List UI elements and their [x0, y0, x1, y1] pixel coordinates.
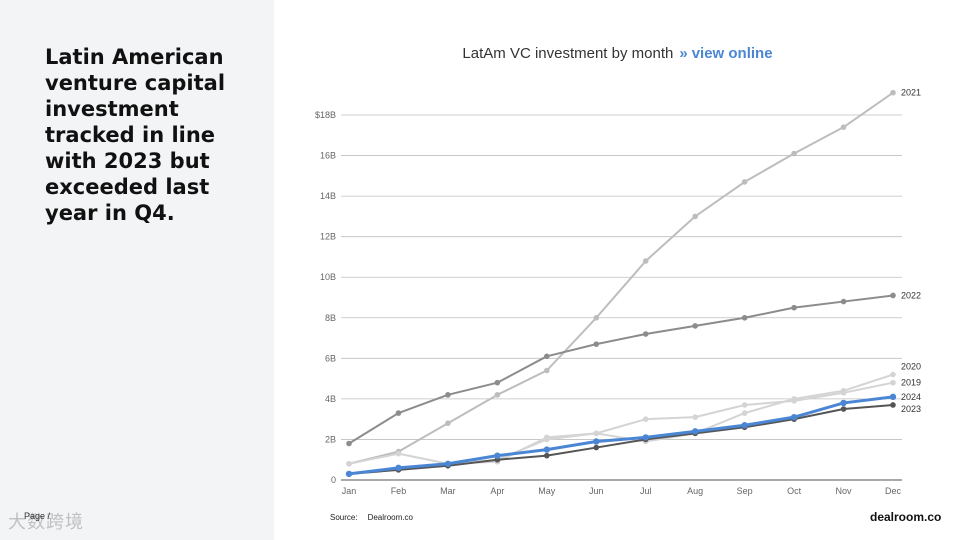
data-point-2024	[642, 434, 649, 441]
source-value: Dealroom.co	[367, 513, 413, 522]
data-point-2023	[890, 402, 896, 408]
data-point-2021	[890, 89, 896, 96]
x-tick-label: Oct	[787, 486, 802, 496]
data-point-2024	[691, 428, 699, 435]
source-note: Source: Dealroom.co	[330, 513, 413, 522]
data-point-2023	[840, 406, 847, 412]
data-point-2022	[741, 314, 748, 321]
series-label-2023: 2023	[901, 404, 921, 414]
data-point-2023	[593, 444, 600, 451]
data-point-2019	[593, 430, 600, 437]
data-point-2019	[741, 402, 748, 408]
y-tick-label: 8B	[325, 313, 336, 323]
data-point-2021	[544, 367, 550, 374]
view-online-link[interactable]: view online	[691, 45, 773, 62]
data-point-2019	[395, 450, 402, 457]
x-tick-label: May	[538, 486, 556, 496]
series-label-2021: 2021	[901, 88, 921, 98]
data-point-2022	[494, 379, 501, 386]
series-label-2024: 2024	[901, 392, 921, 402]
x-tick-label: Dec	[885, 486, 902, 496]
y-tick-label: 2B	[325, 434, 336, 444]
series-label-2019: 2019	[901, 378, 921, 388]
series-line-2019	[348, 381, 894, 465]
data-point-2020	[890, 371, 896, 378]
data-point-2022	[395, 410, 402, 416]
series-line-2021	[348, 91, 894, 465]
data-point-2019	[642, 416, 649, 422]
x-tick-label: Feb	[391, 486, 407, 496]
series-label-2022: 2022	[901, 290, 921, 300]
x-tick-label: Mar	[440, 486, 456, 496]
data-point-2021	[642, 258, 649, 264]
data-point-2024	[543, 446, 551, 453]
series-label-2020: 2020	[901, 362, 921, 372]
x-tick-label: Jul	[640, 486, 652, 496]
data-point-2024	[395, 464, 402, 472]
watermark: 大数跨境	[8, 512, 84, 533]
data-point-2022	[544, 353, 550, 360]
series-line-2020	[348, 373, 894, 475]
data-point-2024	[593, 438, 600, 445]
data-point-2022	[642, 331, 649, 337]
y-tick-label: 4B	[325, 394, 336, 404]
data-point-2024	[741, 422, 748, 429]
data-point-2024	[790, 413, 798, 421]
y-tick-label: 16B	[320, 151, 336, 161]
x-tick-label: Jun	[589, 486, 604, 496]
data-point-2024	[444, 460, 452, 467]
source-label: Source:	[330, 513, 358, 522]
data-point-2022	[791, 304, 797, 311]
data-point-2023	[544, 452, 550, 459]
x-tick-label: Apr	[490, 486, 504, 496]
data-point-2024	[840, 399, 847, 407]
data-point-2021	[692, 213, 698, 220]
y-tick-label: 10B	[320, 272, 336, 282]
data-point-2021	[494, 392, 501, 398]
data-point-2019	[840, 390, 847, 396]
data-point-2022	[346, 440, 352, 447]
data-point-2019	[346, 460, 352, 467]
data-point-2021	[593, 314, 600, 321]
data-point-2024	[494, 452, 501, 459]
x-tick-label: Aug	[687, 486, 703, 496]
data-point-2019	[544, 436, 550, 443]
headline: Latin American venture capital investmen…	[45, 45, 226, 225]
series-line-2024	[348, 395, 894, 476]
data-point-2021	[445, 420, 451, 427]
left-panel	[0, 0, 274, 540]
data-point-2022	[692, 323, 698, 329]
x-tick-label: Nov	[836, 486, 853, 496]
data-point-2021	[840, 124, 847, 130]
data-point-2022	[890, 292, 896, 299]
data-point-2019	[692, 414, 698, 420]
data-point-2019	[890, 379, 896, 386]
x-tick-label: Sep	[737, 486, 753, 496]
arrow-icon: »	[679, 45, 688, 62]
data-point-2020	[741, 410, 748, 416]
data-point-2021	[741, 179, 748, 185]
data-point-2021	[791, 150, 797, 157]
data-point-2024	[345, 470, 353, 478]
y-tick-label: $18B	[315, 110, 336, 120]
data-point-2022	[593, 341, 600, 347]
brand-logo: dealroom.co	[870, 510, 942, 524]
y-tick-label: 6B	[325, 353, 336, 363]
chart-title-text: LatAm VC investment by month	[462, 45, 674, 62]
y-tick-label: 14B	[320, 191, 336, 201]
data-point-2024	[889, 393, 897, 401]
chart-title: LatAm VC investment by month » view online	[275, 45, 960, 62]
x-tick-label: Jan	[342, 486, 357, 496]
data-point-2019	[791, 398, 797, 404]
data-point-2022	[840, 298, 847, 305]
y-tick-label: 0	[331, 475, 336, 485]
page-number: Page /	[24, 511, 51, 521]
series-line-2022	[348, 294, 894, 445]
data-point-2022	[445, 392, 451, 398]
y-tick-label: 12B	[320, 232, 336, 242]
series-line-2023	[348, 403, 894, 475]
